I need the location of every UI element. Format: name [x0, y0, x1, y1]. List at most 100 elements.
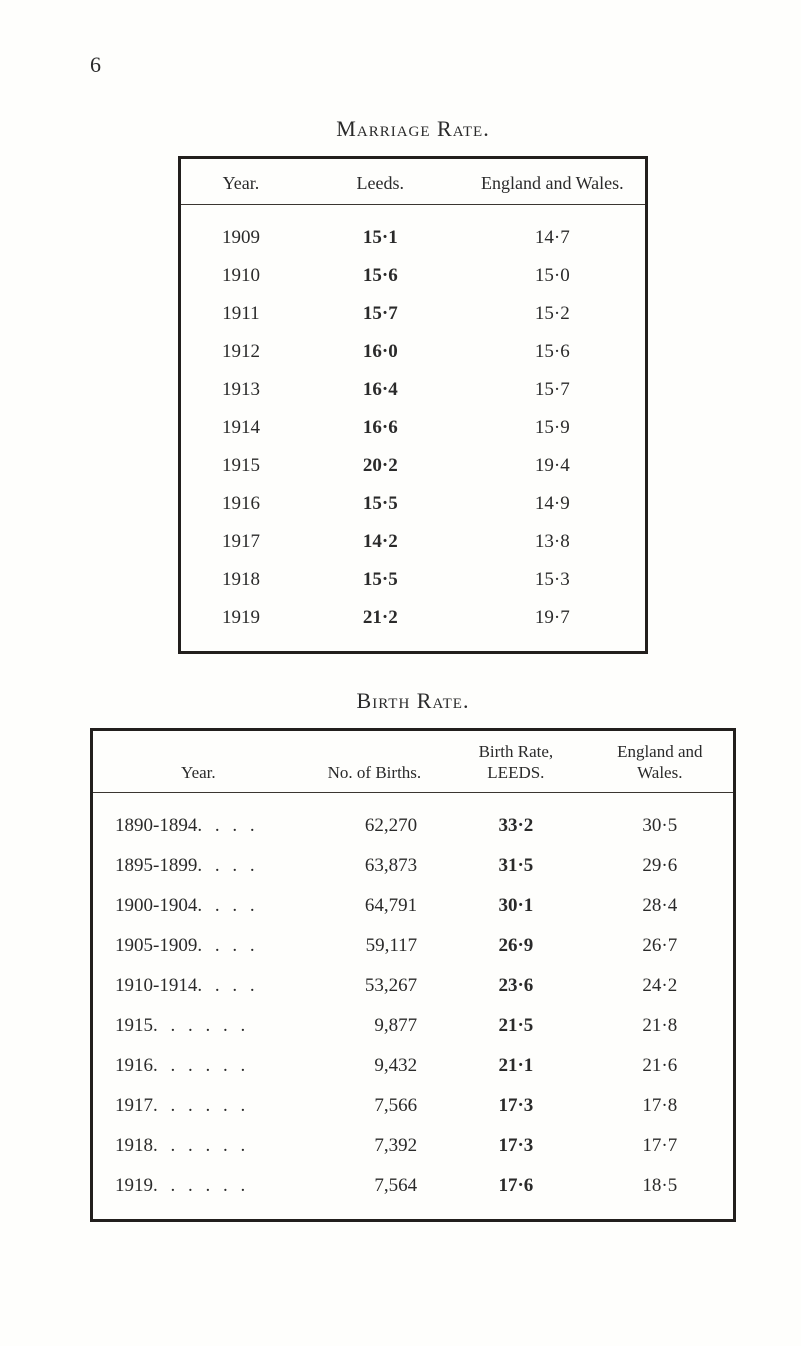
cell-england-wales: 15·2 — [460, 295, 647, 333]
table-row: 191416·615·9 — [180, 409, 647, 447]
cell-year: 1918 — [180, 561, 301, 599]
table-row: 1917 . . . . . .7,56617·317·8 — [92, 1086, 735, 1126]
cell-england-wales: 13·8 — [460, 523, 647, 561]
table-row: 191115·715·2 — [180, 295, 647, 333]
page: 6 Marriage Rate. Year. Leeds. England an… — [0, 0, 801, 1346]
cell-leeds: 16·0 — [301, 333, 460, 371]
cell-year: 1890-1894 . . . . — [92, 792, 304, 846]
cell-year: 1916 — [180, 485, 301, 523]
table-row: 1918 . . . . . .7,39217·317·7 — [92, 1126, 735, 1166]
cell-births: 7,392 — [304, 1126, 445, 1166]
cell-england-wales: 15·0 — [460, 257, 647, 295]
cell-births: 59,117 — [304, 926, 445, 966]
cell-leeds: 16·6 — [301, 409, 460, 447]
cell-births: 53,267 — [304, 966, 445, 1006]
cell-births: 7,564 — [304, 1166, 445, 1221]
cell-england-wales: 24·2 — [587, 966, 735, 1006]
cell-england-wales: 28·4 — [587, 886, 735, 926]
table-header-row: Year. No. of Births. Birth Rate,LEEDS. E… — [92, 730, 735, 793]
table-row: 1916 . . . . . .9,43221·121·6 — [92, 1046, 735, 1086]
cell-leeds: 15·5 — [301, 485, 460, 523]
cell-england-wales: 21·8 — [587, 1006, 735, 1046]
cell-birth-rate-leeds: 17·6 — [445, 1166, 586, 1221]
cell-birth-rate-leeds: 31·5 — [445, 846, 586, 886]
cell-england-wales: 18·5 — [587, 1166, 735, 1221]
cell-leeds: 15·7 — [301, 295, 460, 333]
col-year: Year. — [180, 158, 301, 205]
cell-england-wales: 19·4 — [460, 447, 647, 485]
table-row: 1900-1904 . . . .64,79130·128·4 — [92, 886, 735, 926]
table-row: 191316·415·7 — [180, 371, 647, 409]
cell-england-wales: 15·9 — [460, 409, 647, 447]
cell-year: 1912 — [180, 333, 301, 371]
cell-year: 1915 — [180, 447, 301, 485]
table-row: 1910-1914 . . . .53,26723·624·2 — [92, 966, 735, 1006]
cell-leeds: 15·1 — [301, 205, 460, 258]
cell-england-wales: 29·6 — [587, 846, 735, 886]
table-row: 190915·114·7 — [180, 205, 647, 258]
cell-leeds: 20·2 — [301, 447, 460, 485]
table-row: 1919 . . . . . .7,56417·618·5 — [92, 1166, 735, 1221]
table-header-row: Year. Leeds. England and Wales. — [180, 158, 647, 205]
cell-year: 1914 — [180, 409, 301, 447]
cell-births: 9,432 — [304, 1046, 445, 1086]
cell-year: 1909 — [180, 205, 301, 258]
table-row: 191921·219·7 — [180, 599, 647, 653]
cell-year: 1919 . . . . . . — [92, 1166, 304, 1221]
cell-birth-rate-leeds: 26·9 — [445, 926, 586, 966]
cell-leeds: 15·5 — [301, 561, 460, 599]
table-row: 191714·213·8 — [180, 523, 647, 561]
cell-year: 1910-1914 . . . . — [92, 966, 304, 1006]
table-row: 191520·219·4 — [180, 447, 647, 485]
table-row: 191015·615·0 — [180, 257, 647, 295]
birth-rate-table: Year. No. of Births. Birth Rate,LEEDS. E… — [90, 728, 736, 1222]
table-row: 1895-1899 . . . .63,87331·529·6 — [92, 846, 735, 886]
cell-birth-rate-leeds: 21·1 — [445, 1046, 586, 1086]
marriage-rate-table: Year. Leeds. England and Wales. 190915·1… — [178, 156, 648, 654]
col-leeds: Leeds. — [301, 158, 460, 205]
cell-england-wales: 30·5 — [587, 792, 735, 846]
cell-birth-rate-leeds: 17·3 — [445, 1086, 586, 1126]
page-number: 6 — [90, 52, 101, 78]
table-row: 1890-1894 . . . .62,27033·230·5 — [92, 792, 735, 846]
cell-year: 1919 — [180, 599, 301, 653]
cell-year: 1911 — [180, 295, 301, 333]
cell-england-wales: 14·7 — [460, 205, 647, 258]
table-row: 191615·514·9 — [180, 485, 647, 523]
cell-birth-rate-leeds: 17·3 — [445, 1126, 586, 1166]
cell-year: 1918 . . . . . . — [92, 1126, 304, 1166]
col-england-wales: England and Wales. — [460, 158, 647, 205]
table-row: 1905-1909 . . . .59,11726·926·7 — [92, 926, 735, 966]
cell-year: 1915 . . . . . . — [92, 1006, 304, 1046]
cell-england-wales: 14·9 — [460, 485, 647, 523]
cell-birth-rate-leeds: 30·1 — [445, 886, 586, 926]
cell-leeds: 14·2 — [301, 523, 460, 561]
cell-births: 62,270 — [304, 792, 445, 846]
cell-leeds: 21·2 — [301, 599, 460, 653]
cell-year: 1917 — [180, 523, 301, 561]
cell-year: 1917 . . . . . . — [92, 1086, 304, 1126]
table-row: 191216·015·6 — [180, 333, 647, 371]
col-births: No. of Births. — [304, 730, 445, 793]
cell-england-wales: 17·8 — [587, 1086, 735, 1126]
cell-leeds: 15·6 — [301, 257, 460, 295]
cell-birth-rate-leeds: 33·2 — [445, 792, 586, 846]
cell-year: 1910 — [180, 257, 301, 295]
cell-births: 9,877 — [304, 1006, 445, 1046]
cell-birth-rate-leeds: 21·5 — [445, 1006, 586, 1046]
cell-england-wales: 15·7 — [460, 371, 647, 409]
cell-year: 1913 — [180, 371, 301, 409]
cell-england-wales: 17·7 — [587, 1126, 735, 1166]
cell-births: 7,566 — [304, 1086, 445, 1126]
cell-year: 1895-1899 . . . . — [92, 846, 304, 886]
marriage-rate-title: Marriage Rate. — [90, 116, 736, 142]
cell-leeds: 16·4 — [301, 371, 460, 409]
marriage-table-wrap: Year. Leeds. England and Wales. 190915·1… — [90, 156, 736, 654]
cell-england-wales: 26·7 — [587, 926, 735, 966]
cell-england-wales: 15·6 — [460, 333, 647, 371]
cell-year: 1905-1909 . . . . — [92, 926, 304, 966]
cell-england-wales: 21·6 — [587, 1046, 735, 1086]
cell-births: 63,873 — [304, 846, 445, 886]
col-rate: Birth Rate,LEEDS. — [445, 730, 586, 793]
cell-year: 1916 . . . . . . — [92, 1046, 304, 1086]
